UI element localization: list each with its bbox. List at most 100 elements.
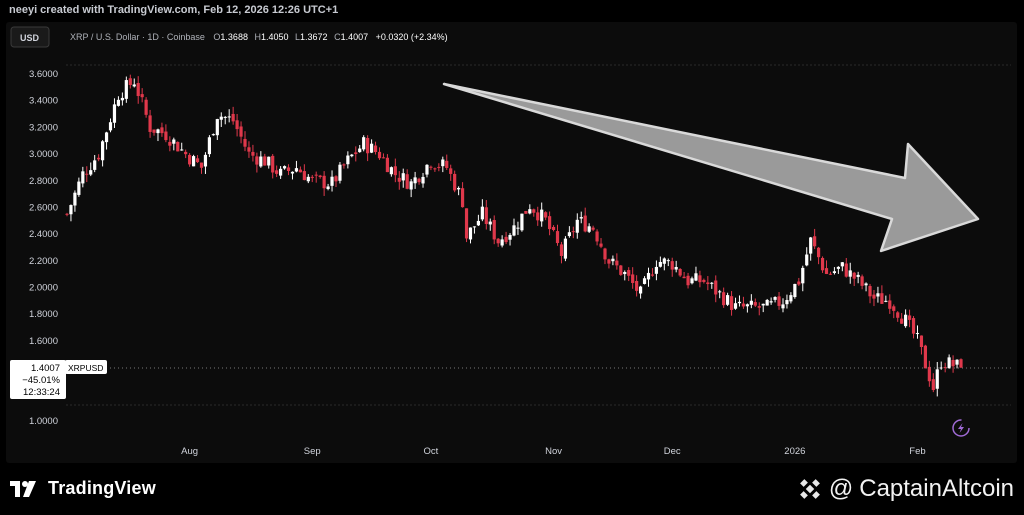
candle-body [255, 156, 259, 165]
candle-body [362, 137, 366, 150]
candle-body [417, 178, 421, 183]
candle-body [615, 260, 619, 266]
candle-body [646, 272, 651, 280]
candle-body [279, 168, 283, 176]
candle-body [595, 231, 599, 242]
candle-body [389, 167, 393, 175]
y-tick-label: 3.0000 [29, 149, 58, 160]
candle-body [496, 238, 500, 244]
candle-body [714, 280, 718, 295]
candle-body [184, 151, 188, 155]
candle-body [840, 262, 844, 267]
candle-body [267, 156, 271, 166]
candle-body [769, 301, 773, 303]
candle-body [488, 221, 492, 225]
candle-body [421, 176, 425, 184]
candle-body [540, 209, 544, 222]
candle-body [449, 168, 453, 174]
candle-body [437, 166, 441, 168]
candle-body [591, 227, 595, 230]
downtrend-arrow[interactable] [442, 82, 980, 253]
candle-body [326, 186, 330, 190]
ohlc-c-label: C [334, 32, 341, 42]
binance-diamond-icon [799, 479, 820, 499]
candle-body [520, 213, 524, 231]
candle-body [81, 171, 85, 184]
candle-body [828, 273, 833, 275]
candle-body [603, 248, 607, 260]
candle-body [346, 155, 350, 165]
candle-body [880, 293, 884, 304]
candle-body [662, 258, 666, 264]
candle-body [457, 187, 461, 190]
candle-body [168, 141, 172, 146]
candle-body [199, 162, 204, 168]
candle-body [927, 366, 931, 382]
lightning-circle-icon[interactable] [952, 419, 970, 437]
candle-body [631, 274, 635, 283]
candle-body [453, 173, 457, 191]
candle-body [77, 181, 81, 195]
candle-body [575, 219, 579, 233]
candle-body [381, 157, 386, 159]
candle-body [816, 247, 821, 258]
price-label-countdown: 12:33:24 [23, 387, 60, 398]
candle-body [694, 273, 698, 281]
candle-body [460, 188, 465, 208]
candle-body [164, 131, 168, 141]
candle-body [757, 306, 761, 308]
candle-body [555, 231, 560, 244]
candle-body [409, 181, 413, 190]
x-tick-label: Dec [664, 446, 681, 457]
y-tick-label: 3.6000 [29, 69, 58, 80]
candle-body [476, 220, 480, 226]
y-tick-label: 2.0000 [29, 283, 58, 294]
candle-body [322, 175, 326, 189]
candle-body [583, 215, 587, 232]
candle-body [97, 157, 101, 160]
chart-caption: neeyi created with TradingView.com, Feb … [9, 4, 339, 16]
x-tick-label: Sep [304, 446, 321, 457]
candle-body [144, 99, 148, 115]
candle-body [587, 226, 591, 232]
candle-body [627, 270, 631, 276]
candle-body [832, 271, 837, 274]
candle-body [931, 379, 935, 391]
candle-body [710, 282, 714, 284]
x-tick-label: Nov [545, 446, 562, 457]
candle-body [785, 300, 789, 305]
candle-body [658, 261, 662, 267]
candle-body [405, 174, 409, 189]
at-symbol: @ [828, 475, 854, 502]
candle-body [765, 299, 769, 306]
candle-body [544, 212, 548, 218]
candle-body [682, 276, 686, 279]
candle-body [635, 280, 639, 291]
symbol-description: XRP / U.S. Dollar · 1D · Coinbase O1.368… [70, 32, 448, 42]
candle-body [749, 300, 753, 305]
candle-body [741, 303, 746, 307]
candle-body [670, 261, 674, 270]
candle-body [947, 357, 951, 369]
ohlc-change: +0.0320 (+2.34%) [376, 32, 448, 42]
candle-body [872, 294, 876, 299]
candle-body [358, 148, 362, 153]
candle-body [445, 160, 449, 168]
candle-body [726, 295, 730, 305]
candle-body [868, 286, 872, 297]
x-tick-label: Aug [181, 446, 198, 457]
candle-body [512, 225, 516, 236]
candle-body [638, 286, 643, 294]
candle-body [943, 367, 947, 369]
candle-body [797, 281, 801, 285]
candle-body [888, 300, 892, 309]
x-tick-label: Oct [424, 446, 439, 457]
captainaltcoin-brand: @ CaptainAltcoin [797, 475, 1014, 503]
candle-body [472, 226, 477, 228]
currency-button[interactable]: USD [20, 33, 40, 43]
candle-body [112, 104, 117, 123]
candle-body [286, 167, 291, 172]
candle-body [619, 265, 623, 275]
y-tick-label: 2.6000 [29, 202, 58, 213]
currency-button-bg[interactable] [10, 26, 50, 48]
